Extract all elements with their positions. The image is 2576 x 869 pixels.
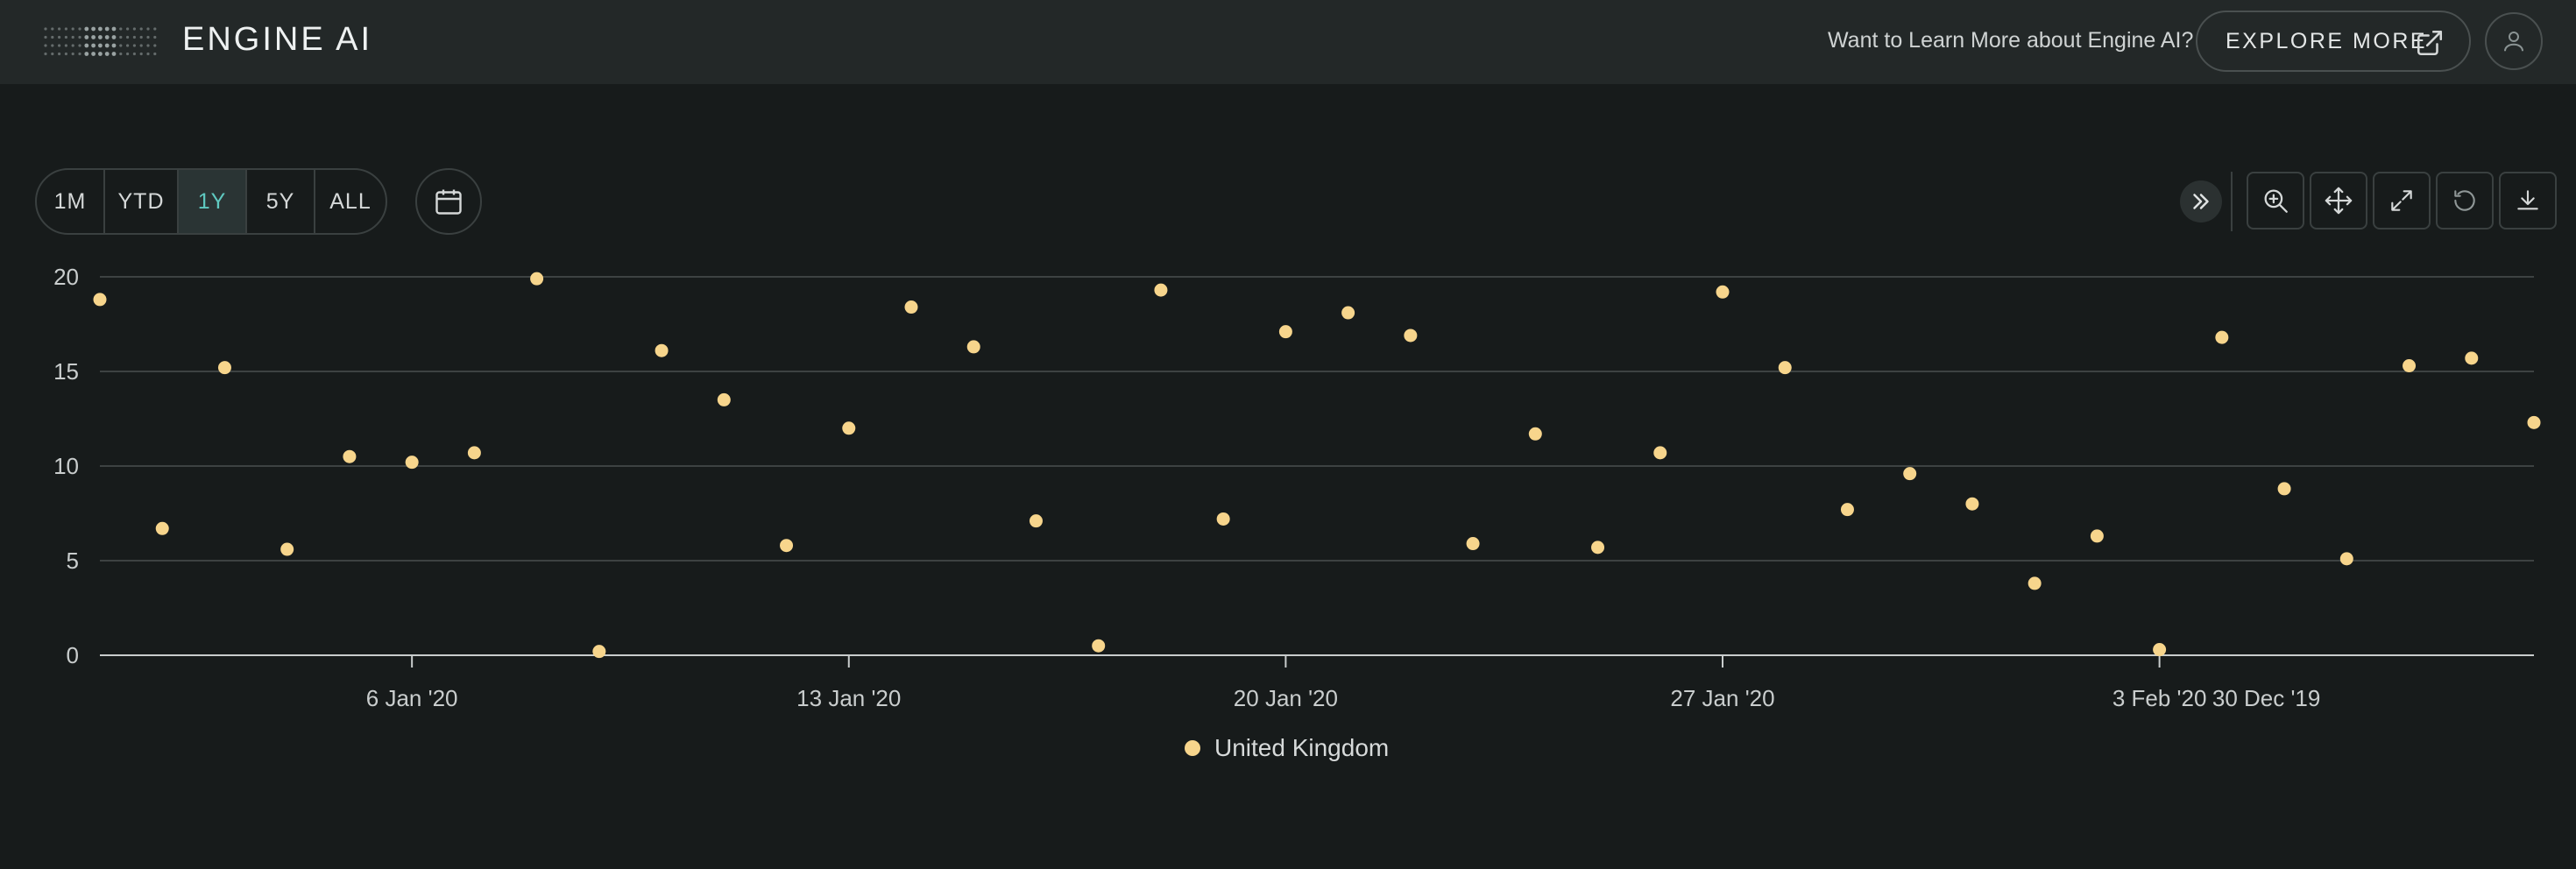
data-point[interactable] — [2215, 330, 2229, 344]
external-link-icon — [2417, 30, 2443, 56]
reset-zoom-button[interactable] — [2436, 172, 2494, 230]
data-point[interactable] — [842, 421, 856, 435]
download-button[interactable] — [2499, 172, 2557, 230]
data-point[interactable] — [1278, 325, 1292, 339]
date-picker-button[interactable] — [415, 168, 482, 235]
zoom-in-icon — [2264, 189, 2288, 213]
data-point[interactable] — [280, 542, 294, 556]
data-point[interactable] — [2028, 576, 2042, 590]
data-point[interactable] — [217, 361, 231, 375]
data-point[interactable] — [2277, 482, 2291, 496]
data-point[interactable] — [1965, 497, 1979, 511]
explore-more-button[interactable]: EXPLORE MORE — [2196, 11, 2471, 72]
logo-dots-icon — [44, 26, 157, 56]
data-point[interactable] — [1154, 283, 1168, 297]
reset-icon — [2454, 190, 2475, 211]
legend-label: United Kingdom — [1214, 734, 1390, 761]
y-tick-label: 10 — [53, 453, 79, 479]
data-point[interactable] — [405, 456, 419, 470]
logo-text: ENGINE AI — [182, 21, 373, 58]
legend[interactable]: United Kingdom — [1185, 734, 1389, 762]
data-point[interactable] — [655, 343, 669, 357]
legend-marker — [1185, 740, 1200, 756]
data-point[interactable] — [1092, 639, 1106, 653]
data-point[interactable] — [1778, 361, 1792, 375]
pan-button[interactable] — [2310, 172, 2367, 230]
data-point[interactable] — [717, 392, 731, 406]
data-point[interactable] — [2339, 552, 2353, 566]
data-point[interactable] — [904, 300, 918, 314]
range-all-button[interactable]: ALL — [329, 188, 372, 214]
data-point[interactable] — [2090, 529, 2104, 543]
data-point[interactable] — [1216, 512, 1230, 526]
range-5y-button[interactable]: 5Y — [247, 170, 315, 233]
scatter-chart: 0 5 10 15 20 6 Jan '20 13 Jan '20 20 Jan '20 27… — [53, 264, 2541, 711]
data-point[interactable] — [1404, 329, 1418, 343]
data-point[interactable] — [1903, 467, 1917, 481]
range-selector: 1M YTD 1Y 5Y ALL — [35, 168, 387, 235]
calendar-icon — [435, 189, 462, 215]
data-point[interactable] — [2465, 351, 2479, 365]
user-avatar-button[interactable] — [2485, 12, 2543, 70]
app-header: ENGINE AI Want to Learn More about Engin… — [0, 0, 2576, 84]
fullscreen-icon — [2391, 190, 2412, 211]
range-1y-button[interactable]: 1Y — [179, 170, 247, 233]
data-point[interactable] — [2153, 643, 2167, 657]
range-ytd-button[interactable]: YTD — [105, 170, 179, 233]
data-point[interactable] — [93, 293, 107, 307]
data-point[interactable] — [966, 340, 980, 354]
data-point[interactable] — [1591, 540, 1605, 555]
y-tick-label: 5 — [67, 548, 79, 574]
fullscreen-button[interactable] — [2373, 172, 2431, 230]
x-tick-label: 3 Feb '20 — [2112, 685, 2207, 711]
chevrons-right-icon — [2193, 194, 2209, 209]
x-tick-label: 13 Jan '20 — [796, 685, 901, 711]
x-tick-label: 6 Jan '20 — [366, 685, 458, 711]
y-tick-label: 0 — [67, 642, 79, 668]
data-point[interactable] — [467, 446, 481, 460]
download-icon — [2517, 190, 2538, 210]
data-point[interactable] — [1528, 427, 1542, 441]
explore-more-label: EXPLORE MORE — [2226, 28, 2428, 53]
data-point[interactable] — [2527, 415, 2541, 429]
x-tick-label: 30 Dec '19 — [2212, 685, 2321, 711]
data-point[interactable] — [155, 521, 169, 535]
data-point[interactable] — [343, 449, 357, 463]
toolbar-expand-button[interactable] — [2180, 180, 2222, 223]
data-point[interactable] — [1840, 503, 1854, 517]
x-tick-label: 27 Jan '20 — [1670, 685, 1774, 711]
zoom-in-button[interactable] — [2247, 172, 2304, 230]
data-point[interactable] — [1466, 537, 1480, 551]
data-point[interactable] — [2403, 359, 2417, 373]
x-tick-label: 20 Jan '20 — [1234, 685, 1338, 711]
cta-text: Want to Learn More about Engine AI? — [1828, 28, 2194, 53]
data-point[interactable] — [592, 645, 606, 659]
toolbar-divider — [2231, 172, 2233, 231]
data-point[interactable] — [530, 272, 544, 286]
y-tick-label: 15 — [53, 358, 79, 385]
pan-icon — [2325, 187, 2353, 215]
data-point[interactable] — [1341, 306, 1355, 320]
y-tick-label: 20 — [53, 264, 79, 290]
user-icon — [2504, 32, 2523, 52]
range-1m-button[interactable]: 1M — [37, 170, 105, 233]
data-point[interactable] — [1653, 446, 1667, 460]
data-point[interactable] — [1716, 285, 1730, 299]
data-point[interactable] — [1029, 514, 1043, 528]
data-point[interactable] — [780, 539, 794, 553]
